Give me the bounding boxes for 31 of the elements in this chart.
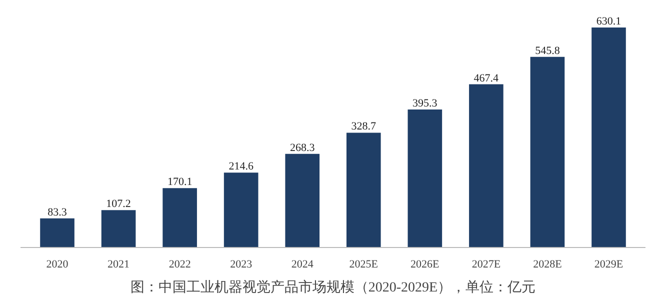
- data-label: 214.6: [228, 160, 254, 173]
- x-tick-label: 2026E: [410, 258, 440, 270]
- data-label: 107.2: [106, 198, 131, 210]
- data-label: 467.4: [474, 72, 500, 84]
- bar: [530, 56, 565, 248]
- bar: [469, 84, 504, 248]
- x-tick-label: 2020: [46, 258, 69, 270]
- x-tick-label: 2024: [291, 258, 314, 270]
- x-tick-label: 2022: [168, 258, 191, 270]
- bar: [101, 210, 136, 248]
- data-label: 83.3: [48, 206, 68, 218]
- bar: [162, 188, 197, 248]
- x-tick-label: 2023: [230, 258, 253, 270]
- x-tick-label: 2029E: [594, 258, 624, 270]
- bar: [408, 109, 442, 248]
- data-label: 395.3: [412, 97, 438, 110]
- text: 图：中国工业机器视觉产品市场规模（2020-2029E），单位：亿元: [130, 280, 536, 296]
- x-tick-label: 2028E: [533, 258, 562, 270]
- x-tick-label: 2025E: [349, 258, 378, 270]
- bar: [592, 28, 626, 248]
- bar: [346, 132, 381, 248]
- x-tick-label: 2021: [108, 258, 130, 270]
- bar: [285, 154, 320, 248]
- bar: [40, 218, 74, 248]
- data-label: 630.1: [596, 16, 622, 28]
- x-tick-label: 2027E: [472, 258, 501, 270]
- bar: [224, 172, 258, 248]
- data-label: 268.3: [290, 142, 316, 154]
- data-label: 328.7: [351, 120, 377, 133]
- data-label: 545.8: [535, 44, 560, 57]
- data-label: 170.1: [167, 176, 192, 188]
